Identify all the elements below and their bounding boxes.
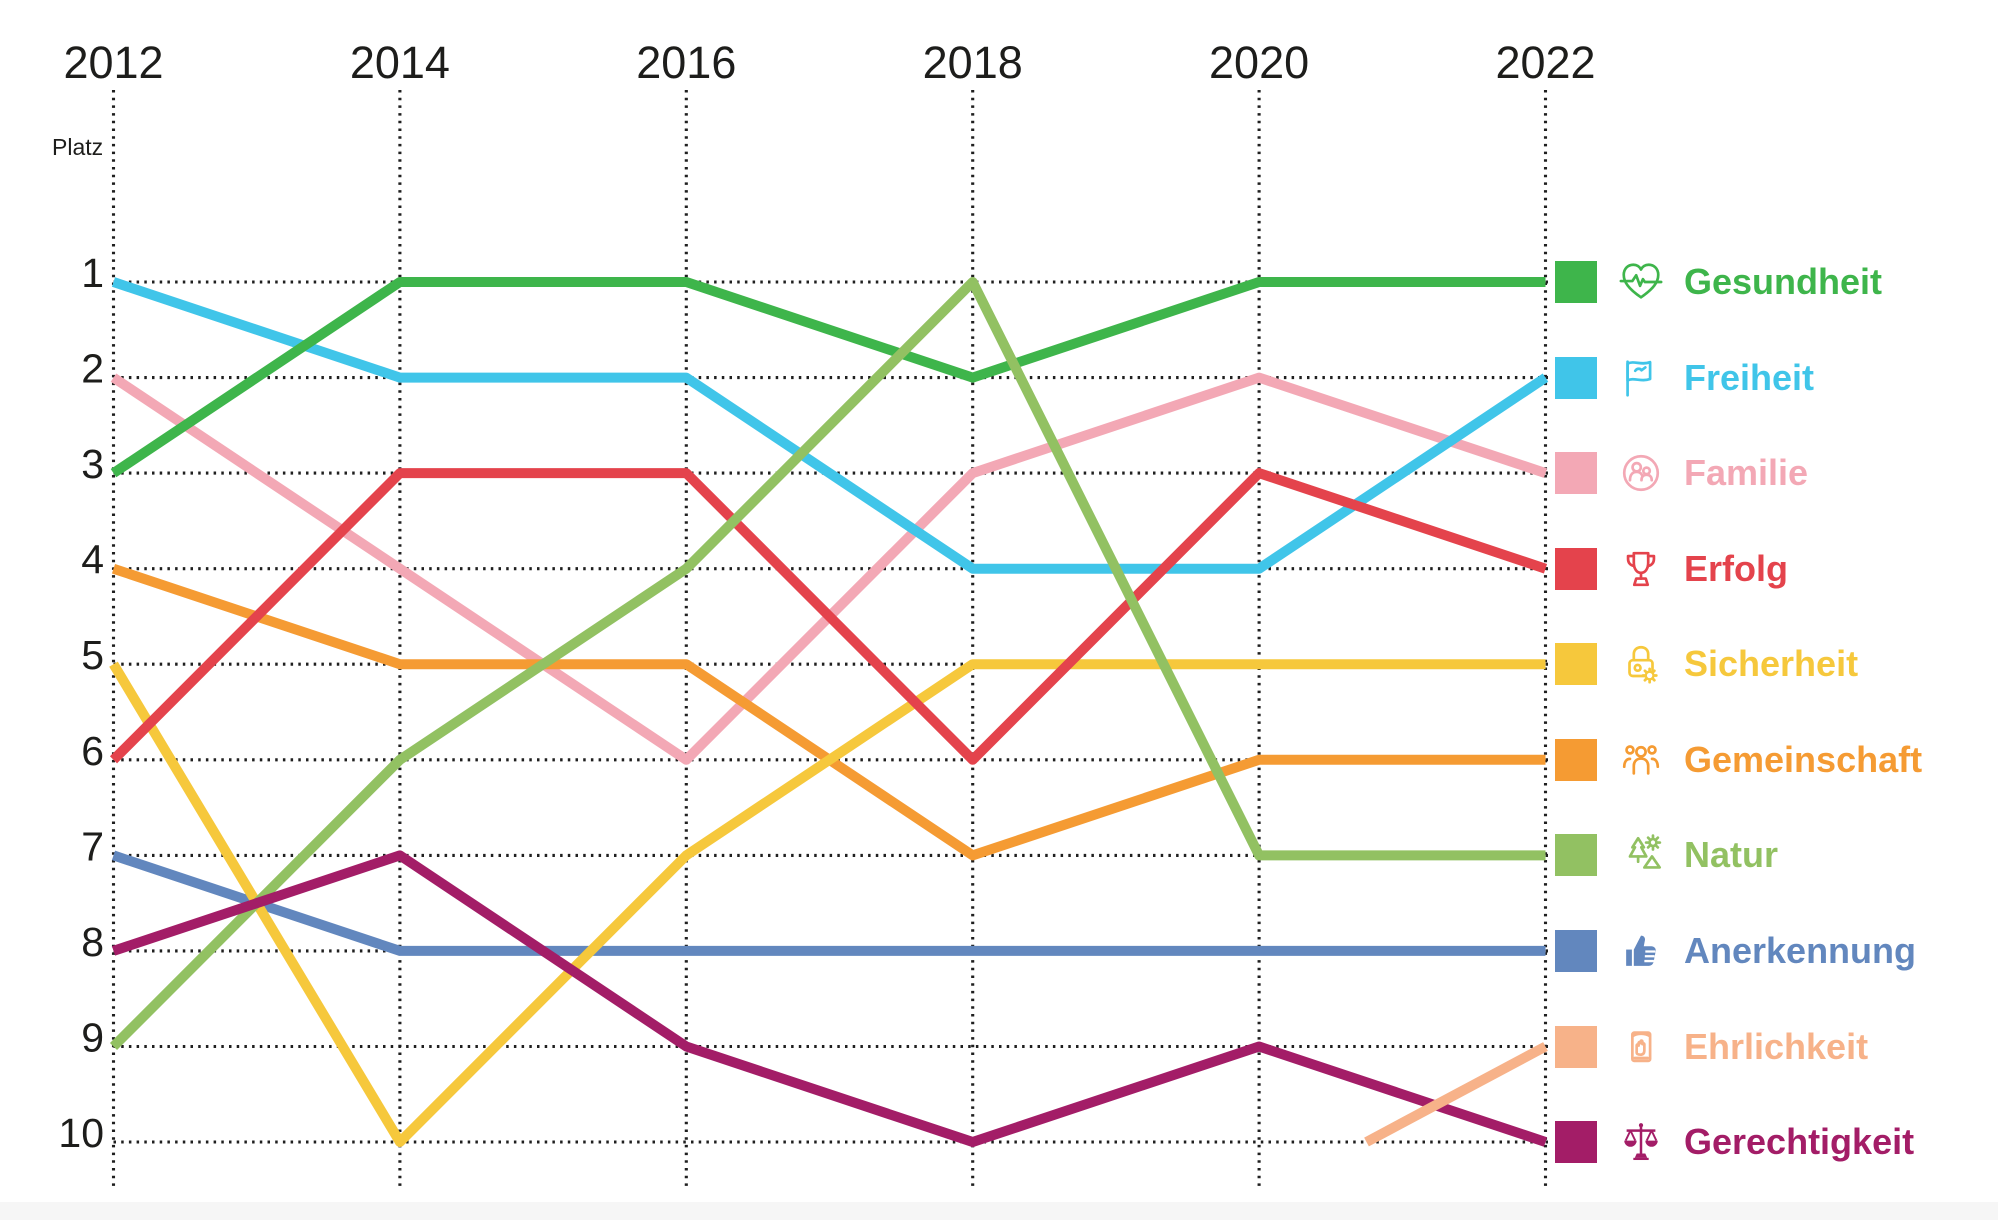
rank-label-1: 1 (81, 250, 104, 296)
rank-label-10: 10 (58, 1110, 104, 1156)
rank-label-7: 7 (81, 823, 104, 869)
rank-label-6: 6 (81, 728, 104, 774)
rank-axis-title: Platz (52, 134, 104, 160)
rank-label-2: 2 (81, 346, 104, 392)
series-line-gerechtigkeit (111, 850, 1548, 1147)
year-label-2020: 2020 (1209, 37, 1309, 88)
rank-label-3: 3 (81, 441, 104, 487)
rank-label-8: 8 (81, 919, 104, 965)
page-bottom-strip (0, 1202, 1998, 1220)
rank-label-4: 4 (81, 537, 104, 583)
rank-label-9: 9 (81, 1015, 104, 1061)
series-line-ehrlichkeit (1364, 1042, 1548, 1147)
series-line-natur (109, 277, 1546, 1051)
series-line-anerkennung (111, 850, 1546, 956)
rank-label-5: 5 (81, 632, 104, 678)
series-line-gesundheit (110, 277, 1546, 478)
year-label-2018: 2018 (923, 37, 1023, 88)
series-line-erfolg (109, 468, 1548, 765)
year-label-2014: 2014 (350, 37, 450, 88)
year-label-2016: 2016 (636, 37, 736, 88)
year-label-2012: 2012 (63, 37, 163, 88)
series-line-freiheit (111, 277, 1549, 574)
series-line-sicherheit (109, 659, 1546, 1147)
year-label-2022: 2022 (1495, 37, 1595, 88)
